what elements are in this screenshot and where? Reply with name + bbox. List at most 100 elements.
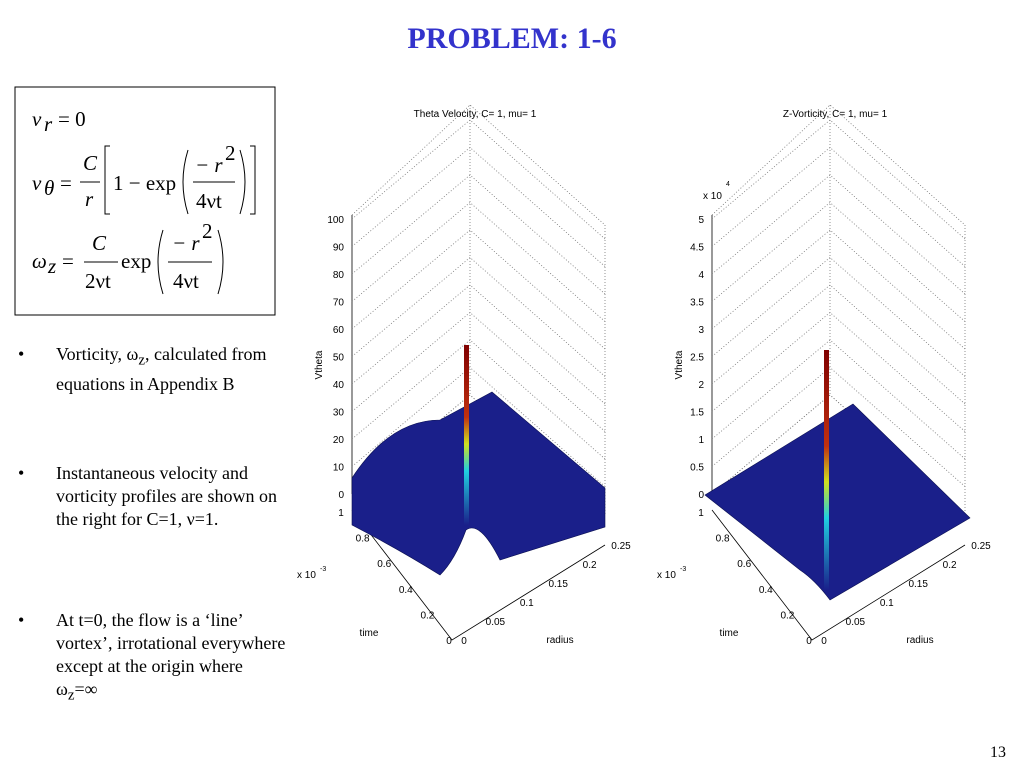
grid-line [351, 146, 606, 267]
eq-num2: − r [172, 231, 200, 255]
eq-mid: 1 − exp [113, 171, 176, 195]
grid-line [711, 201, 966, 322]
z-tick-label: 40 [333, 380, 345, 391]
eq-den: 2νt [85, 269, 111, 293]
eq-lhs: v [32, 171, 42, 195]
bullet-text: At t=0, the flow is a ‘line’ vortex’, ir… [56, 610, 286, 699]
floor-axes [351, 509, 606, 641]
eq-sub: z [47, 254, 56, 278]
z-tick-label: 20 [333, 435, 345, 446]
x-label: time [360, 628, 379, 639]
x-label: time [720, 628, 739, 639]
plot-title: Theta Velocity, C= 1, mu= 1 [414, 109, 537, 120]
grid-line [351, 229, 606, 350]
bullet-text: Instantaneous velocity and vorticity pro… [56, 463, 277, 529]
bullet-sub: z [138, 352, 146, 369]
exponent: x 10 [297, 570, 316, 581]
grid-line [351, 201, 606, 322]
surface [351, 391, 606, 576]
x-tick-label: 0.8 [356, 534, 370, 545]
bullet: • At t=0, the flow is a ‘line’ vortex’, i… [18, 610, 286, 704]
eq-den2: 4νt [173, 269, 199, 293]
y-tick-label: 0.15 [548, 579, 568, 590]
y-tick-label: 0.05 [846, 617, 866, 628]
eq-lhs: ω [32, 249, 47, 273]
z-tick-label: 1 [698, 435, 704, 446]
z-label: Vtheta [674, 350, 685, 379]
z-tick-label: 5 [698, 215, 704, 226]
exponent: -3 [320, 566, 326, 573]
x-tick-label: 0.4 [759, 585, 773, 596]
y-tick-label: 0 [461, 636, 467, 647]
eq-eq: = [62, 249, 74, 273]
exponent: x 10 [703, 191, 722, 202]
bullet-text: Vorticity, ω [56, 344, 139, 364]
exponent: x 10 [657, 570, 676, 581]
eq-sup: 2 [225, 141, 236, 165]
y-label: radius [546, 635, 573, 646]
z-tick-label: 0.5 [690, 463, 704, 474]
grid-line [711, 146, 966, 267]
z-tick-label: 0 [338, 490, 344, 501]
grid-line [711, 119, 966, 240]
x-tick-label: 0.6 [737, 559, 751, 570]
bullet-text: , calculated from equations in Appendix … [56, 344, 267, 394]
z-tick-label: 50 [333, 353, 345, 364]
y-tick-label: 0.25 [611, 541, 631, 552]
x-tick-label: 1 [338, 508, 344, 519]
grid-line [711, 366, 966, 487]
y-tick-label: 0 [821, 636, 827, 647]
eq-sub: r [44, 112, 53, 136]
z-tick-label: 90 [333, 243, 345, 254]
x-tick-label: 0.8 [716, 534, 730, 545]
y-label: radius [906, 635, 933, 646]
z-tick-label: 80 [333, 270, 345, 281]
bullet-text: =∞ [74, 679, 98, 699]
spike [464, 345, 469, 525]
grid-line [351, 339, 606, 460]
eq-sub: θ [44, 176, 54, 200]
surface [704, 403, 971, 601]
eq-num: C [83, 151, 98, 175]
equation-box [14, 86, 276, 316]
grid-line [711, 339, 966, 460]
x-tick-label: 0 [806, 636, 812, 647]
z-tick-label: 4.5 [690, 243, 704, 254]
slide-title: PROBLEM: 1-6 [407, 22, 617, 55]
x-tick-label: 0 [446, 636, 452, 647]
grid-line [351, 174, 606, 295]
z-tick-label: 3.5 [690, 298, 704, 309]
grid-line [351, 366, 606, 487]
exponent: -3 [680, 566, 686, 573]
eq-mid: exp [121, 249, 151, 273]
grid-line [351, 256, 606, 377]
grid-line [351, 119, 606, 240]
y-tick-label: 0.1 [520, 598, 534, 609]
y-tick-label: 0.1 [880, 598, 894, 609]
z-label: Vtheta [314, 350, 325, 379]
eq-eq: = [60, 171, 72, 195]
grid-line [351, 284, 606, 405]
z-tick-label: 10 [333, 463, 345, 474]
eq-rhs: = 0 [58, 107, 86, 131]
eq-sup: 2 [202, 219, 213, 243]
z-tick-label: 4 [698, 270, 704, 281]
z-tick-label: 1.5 [690, 408, 704, 419]
y-tick-label: 0.2 [943, 560, 957, 571]
y-tick-label: 0.15 [908, 579, 928, 590]
y-tick-label: 0.2 [583, 560, 597, 571]
x-tick-label: 0.6 [377, 559, 391, 570]
box [351, 104, 606, 516]
z-tick-label: 2.5 [690, 353, 704, 364]
plot-title: Z-Vorticity, C= 1, mu= 1 [783, 109, 888, 120]
grid-line [711, 229, 966, 350]
x-tick-label: 1 [698, 508, 704, 519]
grid-line [711, 256, 966, 377]
bullet-sub: z [67, 687, 75, 704]
eq-lhs: v [32, 107, 42, 131]
bullet: • Instantaneous velocity and vorticity pr… [18, 462, 286, 531]
eq-num: C [92, 231, 107, 255]
eq-den2: 4νt [196, 189, 222, 213]
x-tick-label: 0.2 [420, 610, 434, 621]
spike [824, 350, 829, 590]
